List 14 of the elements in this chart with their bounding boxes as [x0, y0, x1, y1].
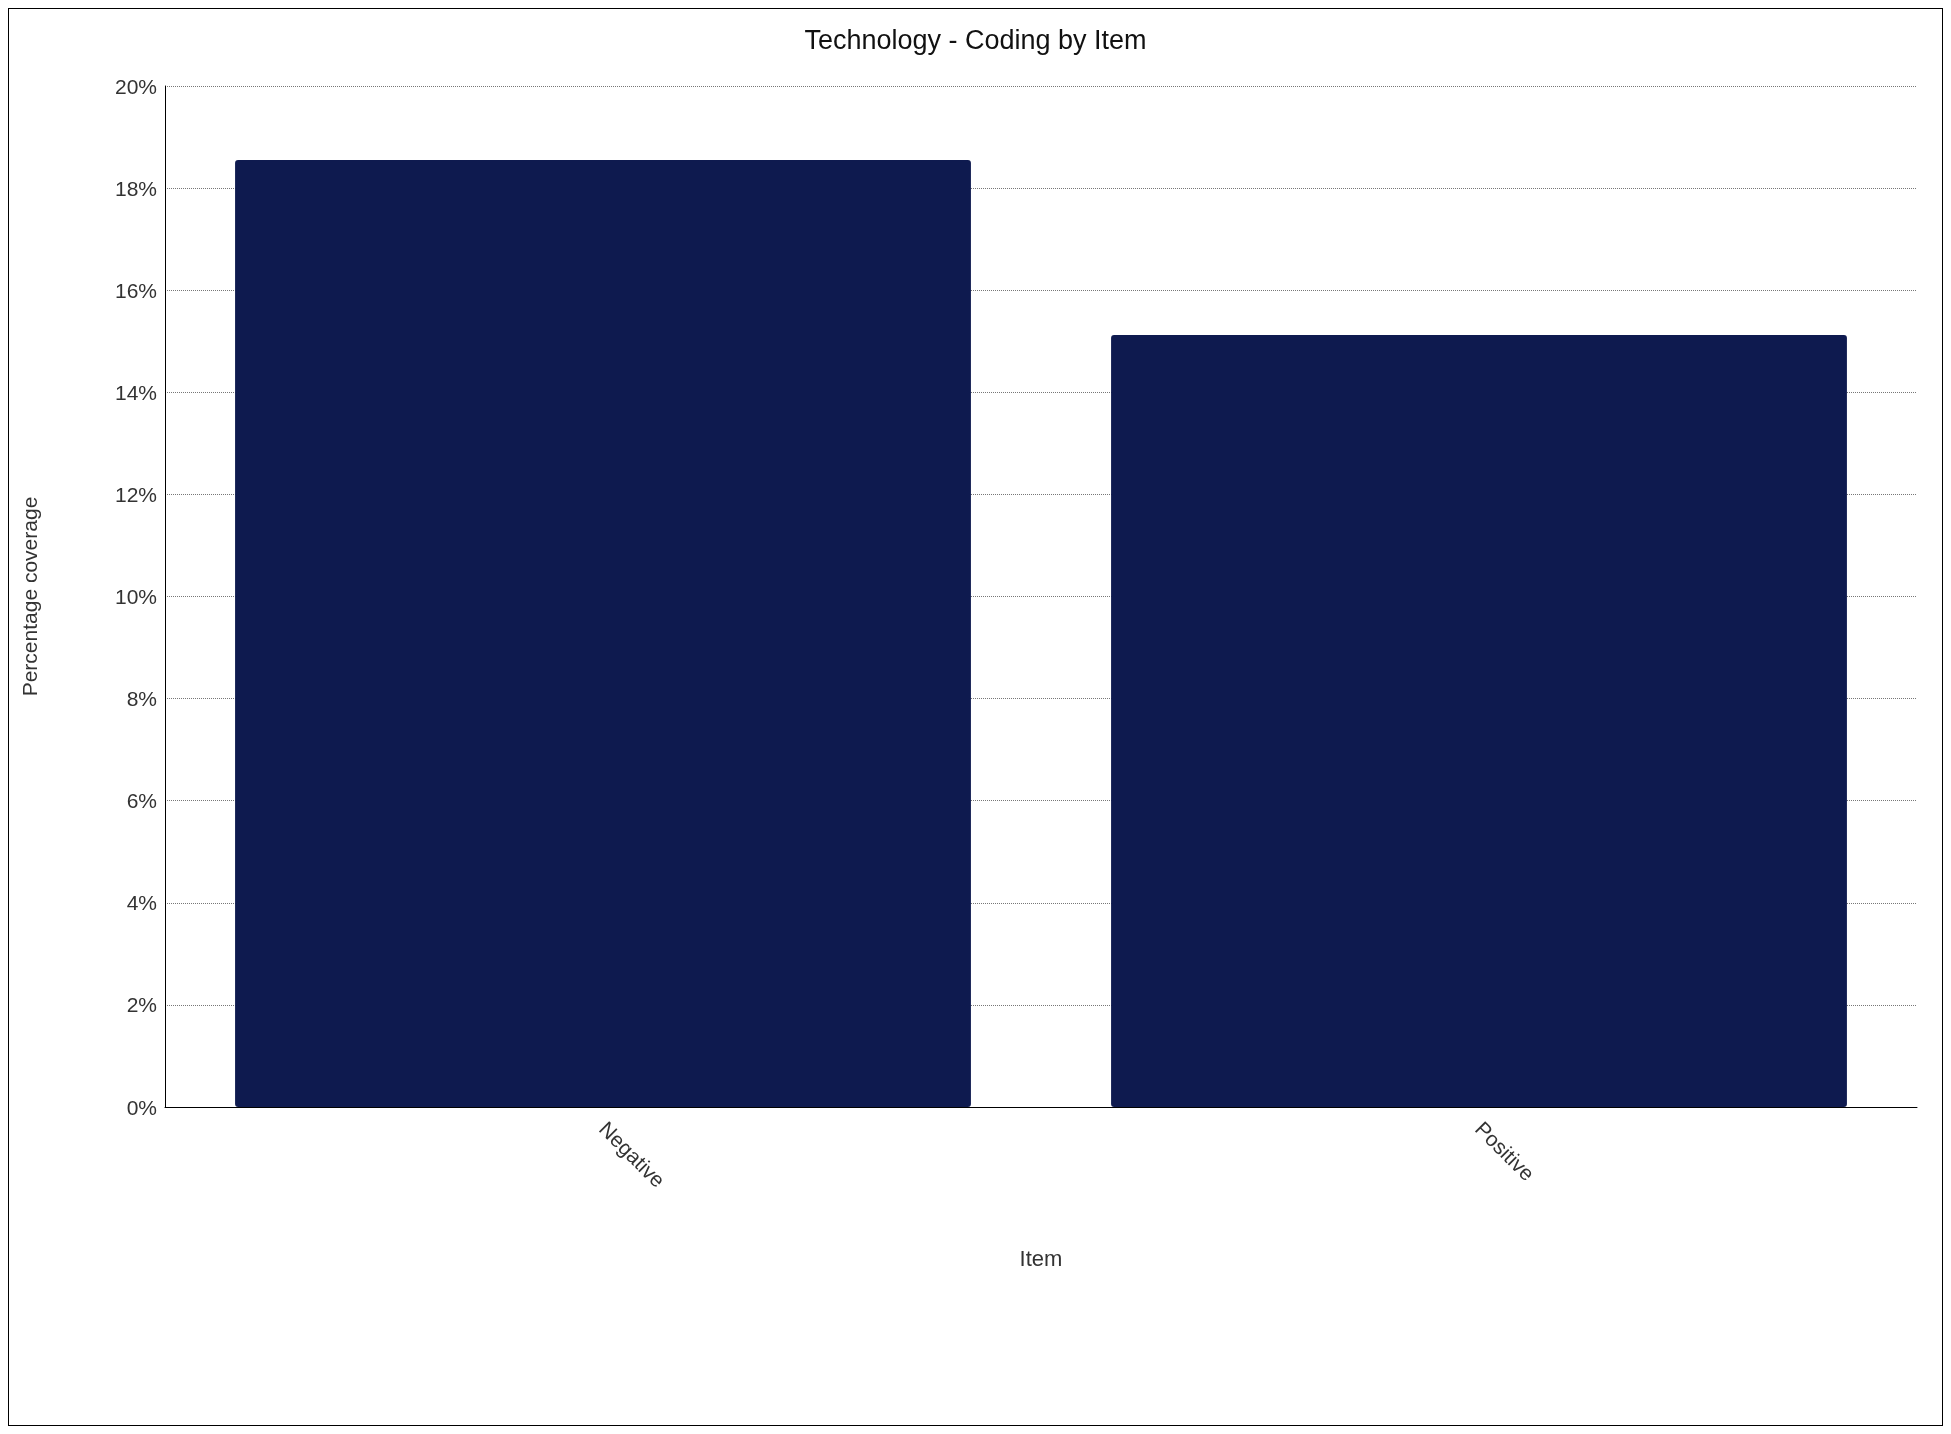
- y-tick-label: 18%: [114, 176, 157, 200]
- y-tick-label: 14%: [114, 380, 157, 404]
- chart-title: Technology - Coding by Item: [804, 24, 1147, 55]
- y-tick-label: 6%: [126, 789, 157, 813]
- y-tick-label: 12%: [114, 482, 157, 506]
- x-axis-title: Item: [1019, 1245, 1063, 1271]
- y-tick-label: 20%: [114, 74, 157, 98]
- y-tick-label: 0%: [126, 1095, 157, 1119]
- y-tick-label: 10%: [114, 585, 157, 608]
- y-tick-label: 8%: [126, 687, 157, 711]
- y-tick-label: 4%: [126, 891, 157, 915]
- y-tick-label: 2%: [126, 993, 157, 1017]
- y-axis-title: Percentage coverage: [18, 496, 41, 697]
- y-tick-label: 16%: [114, 278, 157, 302]
